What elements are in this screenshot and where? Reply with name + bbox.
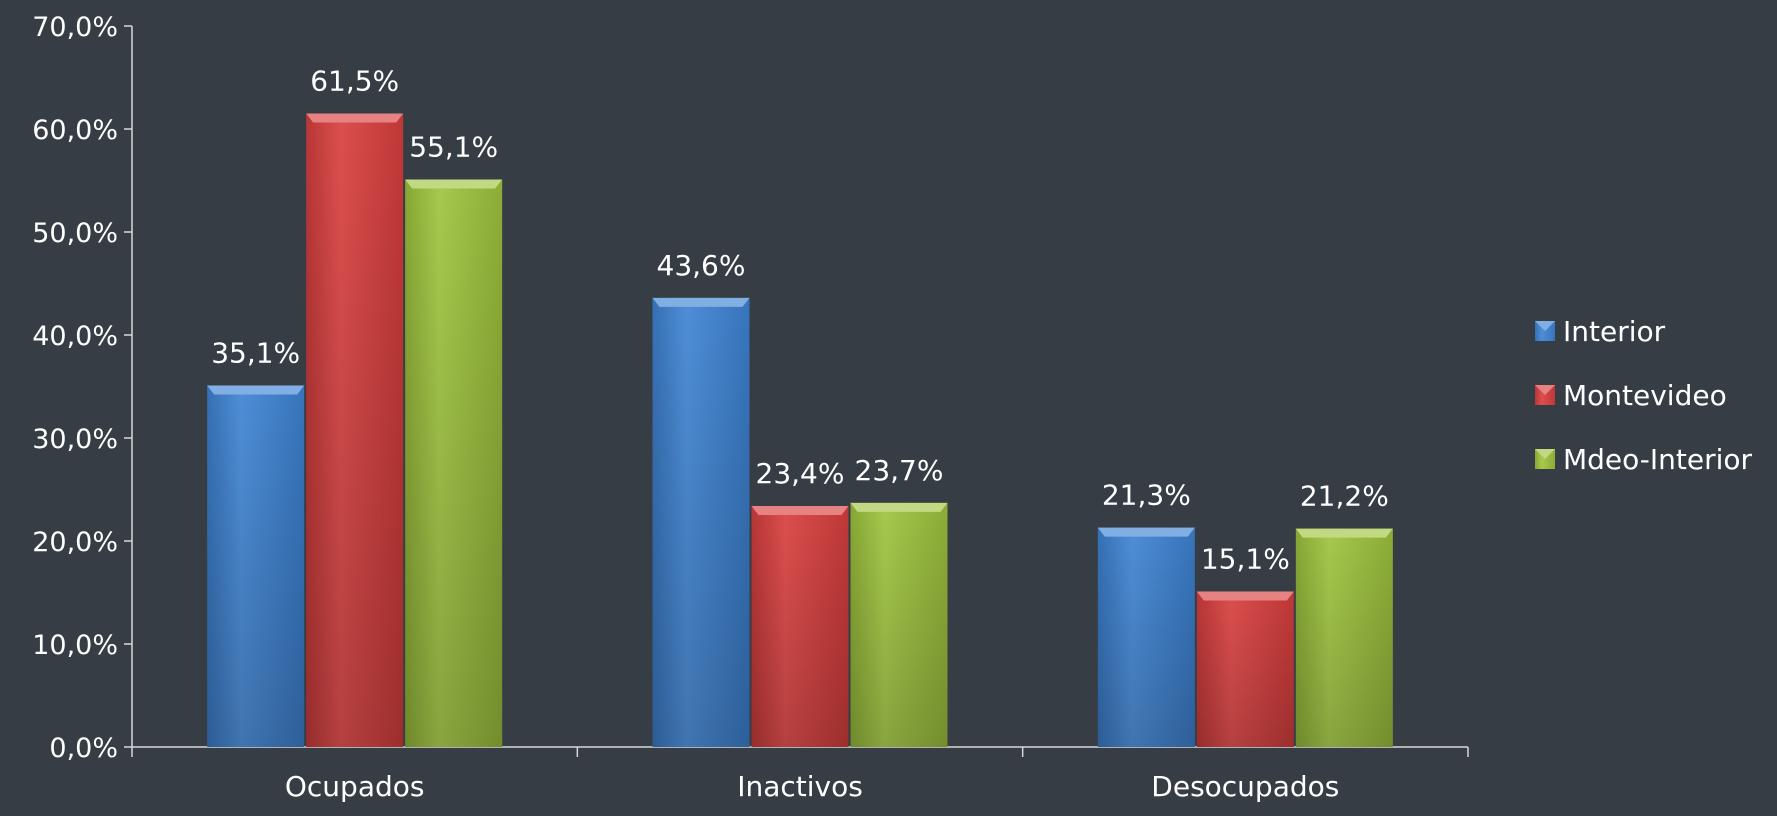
bar [207, 385, 305, 747]
y-tick-label: 10,0% [32, 630, 118, 661]
y-tick-label: 30,0% [32, 424, 118, 455]
bar-shade [850, 502, 948, 747]
data-label: 15,1% [1201, 542, 1290, 575]
bar [1196, 591, 1294, 747]
legend-label: Montevideo [1563, 379, 1727, 412]
bar-shade [405, 179, 503, 748]
legend-item: Interior [1535, 315, 1666, 348]
y-tick-label: 20,0% [32, 527, 118, 558]
y-tick-label: 40,0% [32, 321, 118, 352]
bars [207, 113, 1393, 748]
bar-cap [751, 505, 849, 515]
legend-swatch-cap [1535, 321, 1555, 331]
legend-label: Interior [1563, 315, 1666, 348]
y-tick-label: 60,0% [32, 115, 118, 146]
bar-shade [751, 505, 849, 747]
data-label: 21,3% [1102, 479, 1191, 512]
bar-cap [306, 113, 404, 123]
data-label: 23,4% [756, 457, 845, 490]
bar-shade [1097, 527, 1195, 747]
y-tick-label: 50,0% [32, 218, 118, 249]
bar-cap [207, 385, 305, 395]
y-tick-label: 70,0% [32, 12, 118, 43]
bar-cap [1295, 528, 1393, 538]
bar-shade [1295, 528, 1393, 747]
bar [1295, 528, 1393, 747]
y-axis: 0,0% 10,0% 20,0% 30,0% 40,0% 50,0% 60,0% 70,0% [32, 12, 133, 764]
x-axis: Ocupados Inactivos Desocupados [131, 746, 1469, 803]
bar-shade [207, 385, 305, 747]
data-label: 61,5% [310, 65, 399, 98]
bar-cap [652, 297, 750, 307]
bar-cap [405, 179, 503, 189]
legend-label: Mdeo-Interior [1563, 443, 1753, 476]
legend-item: Montevideo [1535, 379, 1727, 412]
x-tick-label: Desocupados [1151, 770, 1339, 803]
data-label: 43,6% [657, 249, 746, 282]
bar [850, 502, 948, 747]
bar [405, 179, 503, 748]
data-label: 35,1% [211, 336, 300, 369]
legend-swatch-cap [1535, 449, 1555, 459]
bar-shade [306, 113, 404, 748]
bar [652, 297, 750, 747]
data-label: 55,1% [409, 130, 498, 163]
x-tick-label: Ocupados [285, 770, 425, 803]
bar-cap [1196, 591, 1294, 601]
bar-shade [1196, 591, 1294, 747]
legend-item: Mdeo-Interior [1535, 443, 1753, 476]
bar [1097, 527, 1195, 747]
data-labels: 35,1% 61,5% 55,1% 43,6% 23,4% 23,7% 21,3% 15,1%… [211, 65, 1389, 576]
x-tick-label: Inactivos [737, 770, 863, 803]
data-label: 23,7% [855, 454, 944, 487]
y-tick-label: 0,0% [49, 733, 118, 764]
bar-shade [652, 297, 750, 747]
legend: Interior Montevideo Mdeo-Interior [1535, 315, 1753, 476]
bar [751, 505, 849, 747]
bar-cap [1097, 527, 1195, 537]
bar [306, 113, 404, 748]
bar-cap [850, 502, 948, 512]
data-label: 21,2% [1300, 480, 1389, 513]
legend-swatch-cap [1535, 385, 1555, 395]
